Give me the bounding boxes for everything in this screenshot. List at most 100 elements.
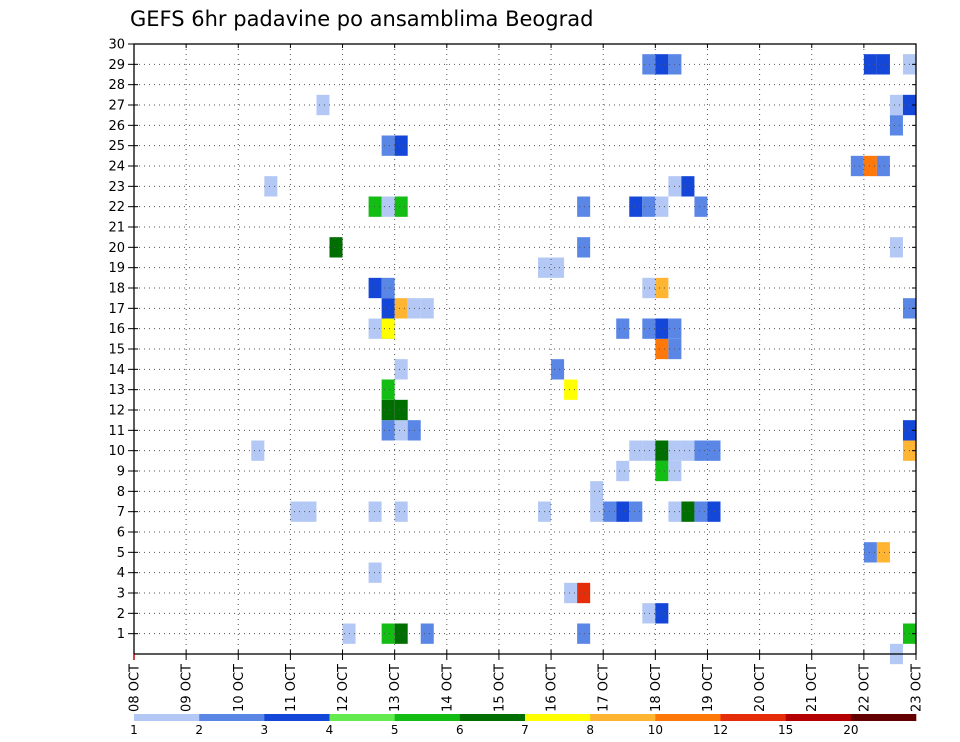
- heatmap-cell: [616, 460, 630, 482]
- heatmap-cell: [642, 196, 656, 217]
- heatmap-cell: [590, 481, 604, 502]
- heatmap-cell: [564, 582, 578, 604]
- y-tick-label: 27: [108, 99, 125, 114]
- legend-label: 12: [713, 723, 728, 737]
- heatmap-cell: [264, 176, 278, 197]
- heatmap-cell: [850, 155, 864, 177]
- heatmap-cell: [642, 277, 656, 299]
- heatmap-cell: [655, 460, 669, 482]
- heatmap-cell: [577, 237, 591, 258]
- legend-label: 5: [391, 723, 399, 737]
- legend-label: 1: [130, 723, 138, 737]
- heatmap-cell: [590, 501, 604, 522]
- heatmap-cell: [889, 115, 903, 136]
- y-tick-label: 25: [108, 139, 125, 154]
- grid-lines: [134, 43, 916, 654]
- heatmap-cell: [876, 54, 890, 75]
- x-tick-label: 20 OCT: [753, 664, 768, 712]
- y-tick-label: 21: [108, 221, 125, 236]
- y-tick-label: 10: [108, 444, 125, 459]
- y-tick-label: 9: [117, 465, 125, 480]
- x-tick-label: 12 OCT: [336, 664, 351, 712]
- heatmap-cell: [655, 277, 669, 299]
- legend-swatch: [134, 714, 200, 721]
- legend-swatch: [720, 714, 786, 721]
- heatmap-cell: [551, 257, 565, 278]
- heatmap-cell: [629, 440, 643, 461]
- y-tick-label: 18: [108, 282, 125, 297]
- x-tick-label: 23 OCT: [910, 664, 925, 712]
- heatmap-cell: [394, 359, 408, 380]
- heatmap-cell: [681, 501, 695, 522]
- heatmap-cell: [642, 318, 656, 339]
- heatmap-cell: [707, 440, 721, 461]
- x-tick-label: 18 OCT: [649, 664, 664, 712]
- heatmap-cell: [876, 155, 890, 177]
- x-tick-label: 21 OCT: [805, 664, 820, 712]
- heatmap-cell: [420, 623, 434, 644]
- heatmap-cell: [655, 440, 669, 461]
- y-tick-label: 29: [108, 58, 125, 73]
- heatmap-cell: [420, 298, 434, 319]
- heatmap-cell: [381, 298, 395, 319]
- heatmap-cell: [694, 196, 708, 217]
- legend-swatch: [785, 714, 852, 721]
- y-tick-label: 4: [117, 566, 125, 581]
- heatmap-cell: [368, 318, 382, 339]
- y-tick-label: 5: [117, 546, 125, 561]
- legend-swatch: [459, 714, 526, 721]
- heatmap-cell: [694, 440, 708, 461]
- heatmap-cell: [577, 582, 591, 604]
- heatmap-cell: [394, 298, 408, 319]
- heatmap-cell: [694, 501, 708, 522]
- heatmap-cell: [381, 399, 395, 421]
- x-tick-label: 22 OCT: [857, 664, 872, 712]
- legend-swatch: [655, 714, 721, 721]
- y-tick-label: 13: [108, 383, 125, 398]
- y-tick-label: 30: [108, 38, 125, 53]
- heatmap-cell: [394, 420, 408, 441]
- heatmap-cell: [381, 623, 395, 644]
- y-tick-label: 14: [108, 363, 125, 378]
- heatmap-cell: [368, 196, 382, 217]
- heatmap-cell: [381, 135, 395, 156]
- x-tick-label: 19 OCT: [701, 664, 716, 712]
- heatmap-cell: [707, 501, 721, 522]
- legend-label: 3: [261, 723, 269, 737]
- heatmap-cell: [889, 237, 903, 258]
- legend-label: 15: [778, 723, 793, 737]
- heatmap-cell: [381, 318, 395, 339]
- heatmap-cell: [316, 94, 330, 116]
- y-tick-label: 26: [108, 119, 125, 134]
- chart-title: GEFS 6hr padavine po ansamblima Beograd: [130, 7, 593, 31]
- legend-label: 6: [456, 723, 464, 737]
- legend-swatch: [590, 714, 656, 721]
- heatmap-cell: [551, 359, 565, 380]
- y-axis: 1234567891011121314151617181920212223242…: [108, 38, 916, 642]
- heatmap-cell: [655, 603, 669, 624]
- heatmap-cell: [642, 440, 656, 461]
- x-tick-label: 16 OCT: [545, 664, 560, 712]
- legend-swatch: [199, 714, 265, 721]
- heatmap-cell: [616, 318, 630, 339]
- heatmap-cell: [629, 501, 643, 522]
- legend-label: 2: [195, 723, 203, 737]
- heatmap-cell: [642, 603, 656, 624]
- heatmap-cell: [655, 196, 669, 217]
- heatmap-cell: [681, 440, 695, 461]
- legend-label: 10: [648, 723, 663, 737]
- heatmap-cell: [564, 379, 578, 400]
- y-tick-label: 24: [108, 160, 125, 175]
- heatmap-cell: [394, 135, 408, 156]
- heatmap-cell: [394, 623, 408, 644]
- y-tick-label: 17: [108, 302, 125, 317]
- heatmap-cell: [655, 54, 669, 75]
- legend-swatch: [850, 714, 917, 721]
- heatmap-cell: [251, 440, 265, 461]
- x-tick-label: 11 OCT: [284, 664, 299, 712]
- y-tick-label: 6: [117, 526, 125, 541]
- x-tick-label: 17 OCT: [597, 664, 612, 712]
- y-tick-label: 2: [117, 607, 125, 622]
- y-tick-label: 3: [117, 587, 125, 602]
